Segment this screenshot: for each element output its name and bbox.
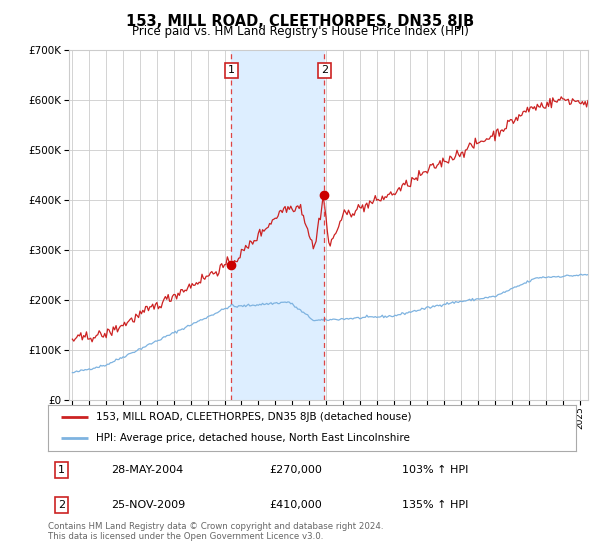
Text: 153, MILL ROAD, CLEETHORPES, DN35 8JB: 153, MILL ROAD, CLEETHORPES, DN35 8JB [126,14,474,29]
Text: 2: 2 [321,66,328,76]
Text: 28-MAY-2004: 28-MAY-2004 [112,465,184,475]
Text: 2: 2 [58,500,65,510]
Text: 25-NOV-2009: 25-NOV-2009 [112,500,185,510]
Text: HPI: Average price, detached house, North East Lincolnshire: HPI: Average price, detached house, Nort… [95,433,409,444]
Text: £270,000: £270,000 [270,465,323,475]
Text: 1: 1 [228,66,235,76]
Bar [231,50,324,400]
Text: 135% ↑ HPI: 135% ↑ HPI [402,500,468,510]
Text: 153, MILL ROAD, CLEETHORPES, DN35 8JB (detached house): 153, MILL ROAD, CLEETHORPES, DN35 8JB (d… [95,412,411,422]
Text: Price paid vs. HM Land Registry's House Price Index (HPI): Price paid vs. HM Land Registry's House … [131,25,469,38]
Text: 1: 1 [58,465,65,475]
Text: Contains HM Land Registry data © Crown copyright and database right 2024.
This d: Contains HM Land Registry data © Crown c… [48,522,383,542]
Text: 103% ↑ HPI: 103% ↑ HPI [402,465,468,475]
Text: £410,000: £410,000 [270,500,323,510]
